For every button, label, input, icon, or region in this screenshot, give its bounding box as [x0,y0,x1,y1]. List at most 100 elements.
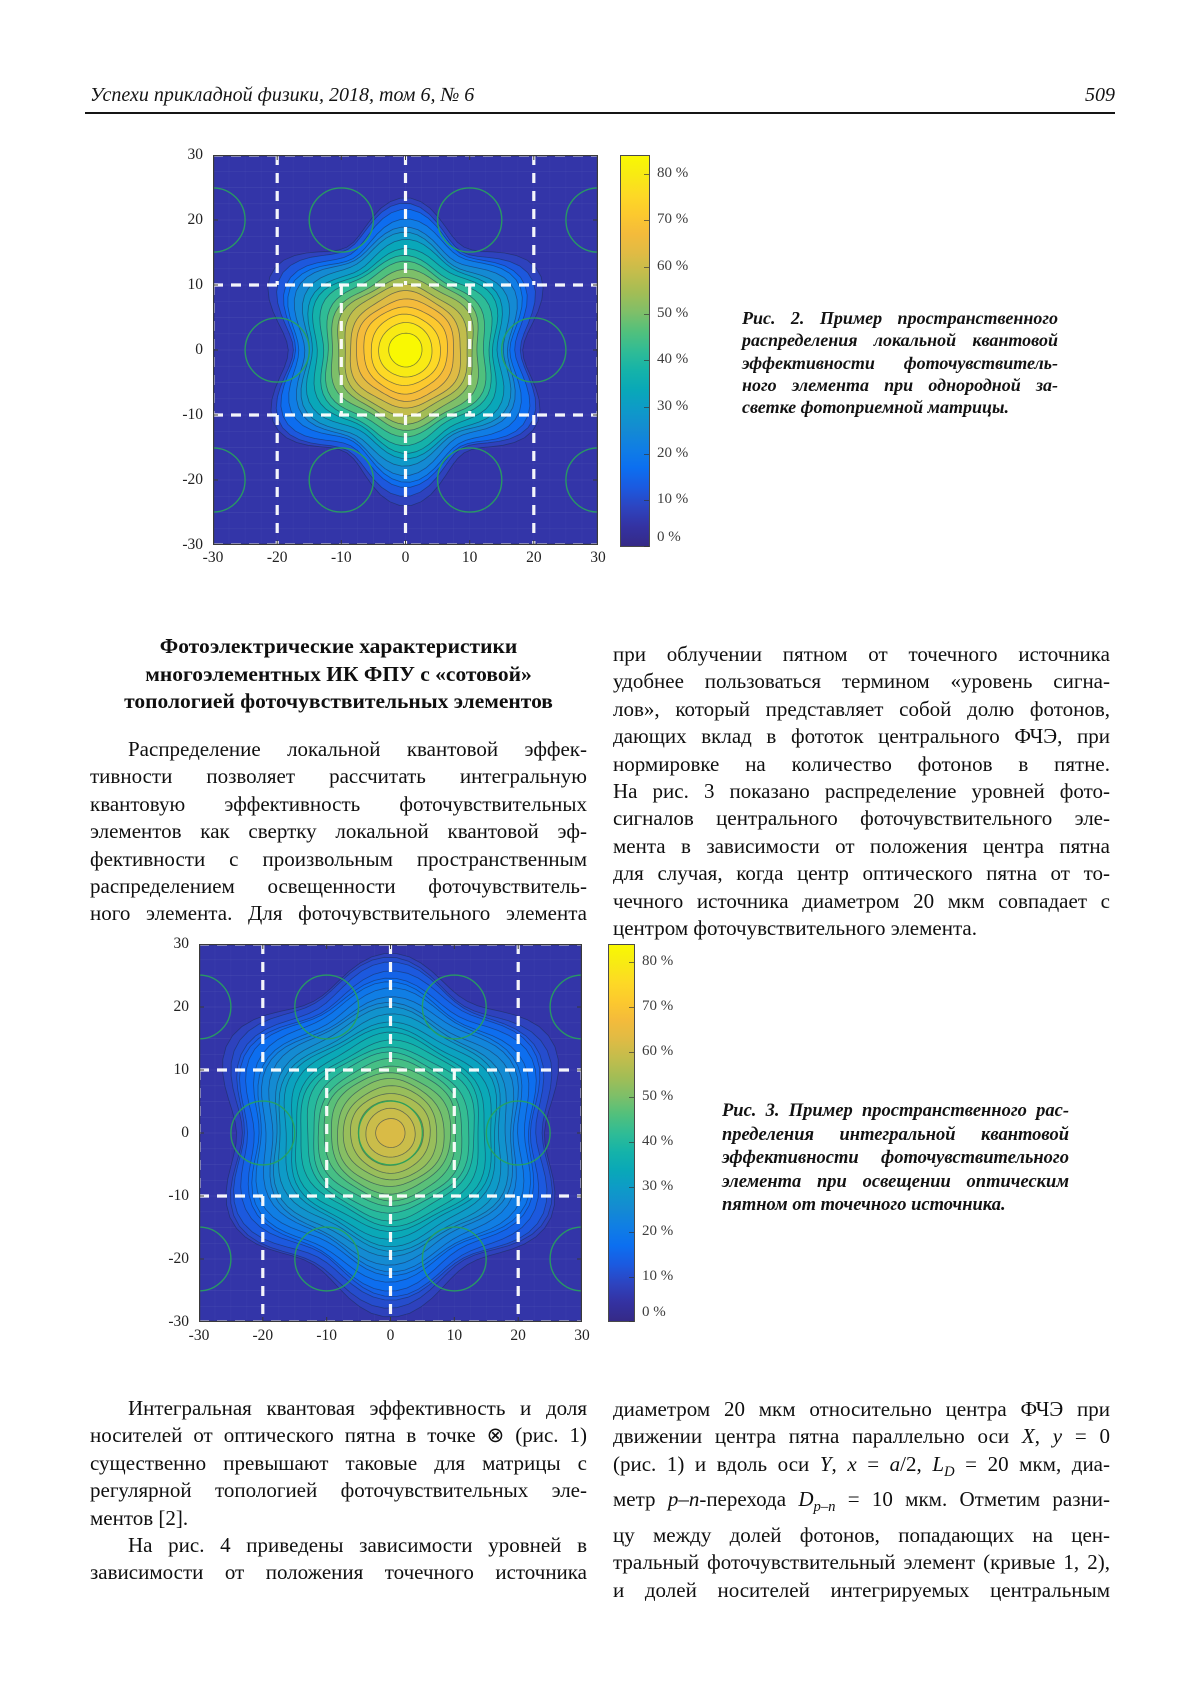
colorbar-tick-label: 50 % [642,1088,674,1104]
axes-box [199,944,582,1322]
colorbar-tick-label: 80 % [657,165,689,181]
axis-ticks [213,155,598,545]
colorbar-tick-mark [644,174,649,175]
text-line: движении центра пятна параллельно оси X,… [613,1424,1111,1449]
colorbar-tick-mark [629,1187,634,1188]
text-line: Распределение локальной квантовой эффек- [128,737,587,761]
x-tick-label: 30 [574,1327,590,1344]
colorbar-tick-label: 20 % [657,445,689,461]
minor-grid [213,155,598,545]
text-line: Рис. 3. Пример пространственного рас- [722,1101,1069,1121]
colorbar-tick-mark [644,454,649,455]
text-line: светке фотоприемной матрицы. [742,397,1010,418]
x-tick-label: -20 [252,1327,274,1344]
x-tick-label: 30 [590,549,606,566]
x-tick-label: 0 [401,549,410,566]
text-line: квантовую эффективность фоточувствительн… [90,791,587,816]
contour-plot-svg [199,944,582,1322]
text-line: элементов как свертку локальной квантово… [90,819,587,844]
x-tick-label: -10 [330,549,352,566]
colorbar-tick-mark [629,1321,634,1322]
text-line: зависимости от положения точечного источ… [90,1560,587,1585]
left-column-text: Распределение локальной квантовой эффек-… [90,736,587,928]
colorbar-tick-mark [629,1277,634,1278]
colorbar-tick-label: 60 % [657,258,689,274]
y-tick-label: -30 [168,1313,189,1330]
minor-grid [199,944,582,1322]
text-line: Рис. 2. Пример пространственного [742,308,1058,328]
text-line: цу между долей фотонов, попадающих на це… [613,1523,1110,1547]
colorbar-tick-label: 80 % [642,953,674,969]
contour-rings [222,953,559,1318]
text-line: тивности позволяет рассчитать интегральн… [90,764,587,789]
x-tick-label: -30 [202,549,224,566]
y-tick-label: -20 [182,471,203,488]
colorbar-tick-mark [644,314,649,315]
y-tick-label: -30 [182,536,203,553]
colorbar-tick-label: 70 % [642,998,674,1014]
colorbar-tick-mark [644,220,649,221]
colorbar-tick-mark [629,1007,634,1008]
text-line: эффективности фоточувствительного [722,1148,1069,1169]
figure-2-caption: Рис. 2. Пример пространственного распреде… [742,307,1058,418]
pn-junction-circles [199,974,582,1292]
contour-rings [267,197,544,506]
x-tick-label: -10 [316,1327,337,1344]
colorbar-tick-label: 30 % [657,398,689,414]
page-header: Успехи прикладной физики, 2018, том 6, №… [90,84,1115,107]
colorbar-tick-label: 70 % [657,211,689,227]
text-line: мента в зависимости от положения центра … [613,833,1110,858]
colorbar-tick-label: 40 % [657,351,689,367]
colorbar-tick-mark [629,1142,634,1143]
y-tick-label: 10 [187,276,204,293]
text-line: существенно превышают таковые для матриц… [90,1450,587,1475]
y-tick-label: 30 [173,935,190,952]
text-line: пятном от точечного источника. [722,1195,1006,1216]
text-line: и долей носителей интегрируемых централь… [613,1577,1110,1602]
text-line: сигналов центрального фоточувствительног… [613,806,1110,831]
journal-title: Успехи прикладной физики, 2018, том 6, №… [90,84,475,106]
y-tick-label: -10 [168,1187,189,1204]
text-line: метр p–n-перехода Dp–n = 10 мкм. Отметим… [613,1487,1111,1516]
y-tick-label: -20 [168,1250,189,1267]
colorbar-tick-mark [644,360,649,361]
header-rule [85,112,1115,115]
y-tick-label: -10 [182,406,203,423]
x-tick-label: 20 [510,1327,526,1344]
text-line: Фотоэлектрические характеристики [159,634,518,658]
x-tick-label: 10 [461,549,478,566]
cell-boundary-dashes [213,155,598,545]
text-line: На рис. 4 приведены зависимости уровней … [128,1533,587,1558]
right-column-text: при облучении пятном от точечного источн… [613,641,1110,942]
contour-plot-svg [213,155,598,545]
x-tick-label: 10 [446,1327,463,1344]
axes-box [213,155,598,545]
text-line: регулярной топологией фоточувствительных… [90,1478,587,1503]
text-line: чечного источника диаметром 20 мкм совпа… [613,888,1110,913]
colorbar [608,944,635,1322]
colorbar-tick-mark [629,1052,634,1053]
page-number: 509 [1085,84,1115,106]
colorbar-tick-mark [629,1232,634,1233]
y-tick-label: 0 [195,341,203,358]
text-line: нормировке на количество фотонов в пятне… [613,751,1110,776]
y-tick-label: 0 [181,1124,189,1141]
colorbar-tick-label: 50 % [657,305,689,321]
text-line: при облучении пятном от точечного источн… [613,642,1110,666]
colorbar-tick-mark [644,546,649,547]
cell-boundary-dashes [199,944,582,1322]
text-line: элемента при освещении оптическим [722,1171,1069,1192]
text-line: ментов [2]. [90,1505,189,1530]
text-line: Интегральная квантовая эффективность и д… [128,1396,587,1420]
x-tick-label: 20 [526,549,542,566]
text-line: центром фоточувствительного элемента. [613,916,977,941]
text-line: На рис. 3 показано распределение уровней… [613,779,1110,804]
bottom-left-column-text: Интегральная квантовая эффективность и д… [90,1395,587,1587]
colorbar-tick-label: 0 % [657,529,681,545]
colorbar-tick-mark [629,1097,634,1098]
text-line: носителей от оптического пятна в точке ⊗… [90,1423,587,1448]
text-line: диаметром 20 мкм относительно центра ФЧЭ… [613,1397,1110,1421]
colorbar-tick-label: 30 % [642,1178,674,1194]
y-tick-label: 10 [173,1061,190,1078]
colorbar-tick-label: 10 % [657,491,689,507]
